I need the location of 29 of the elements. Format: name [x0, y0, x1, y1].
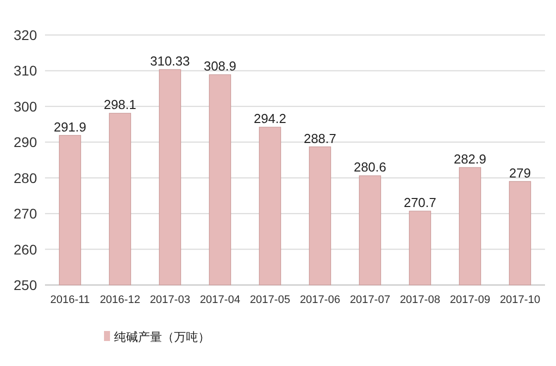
x-tick-label: 2017-05 [250, 294, 290, 306]
data-label: 288.7 [304, 130, 336, 146]
data-label: 308.9 [204, 58, 236, 74]
x-tick-label: 2017-03 [150, 294, 190, 306]
data-label: 279 [509, 165, 531, 180]
y-tick-label: 290 [14, 134, 38, 150]
data-label: 270.7 [404, 195, 436, 210]
y-tick-label: 320 [14, 27, 38, 43]
x-tick-label: 2017-10 [500, 294, 540, 306]
y-tick-label: 260 [14, 241, 38, 258]
data-label: 282.9 [454, 152, 486, 166]
data-label: 298.1 [104, 97, 136, 112]
x-tick-label: 2016-11 [50, 294, 90, 306]
x-tick-label: 2016-12 [100, 294, 140, 306]
y-tick-label: 310 [14, 62, 38, 79]
x-tick-label: 2017-09 [450, 294, 490, 306]
x-tick-label: 2017-04 [200, 294, 240, 306]
data-label: 294.2 [254, 111, 286, 126]
x-tick-label: 2017-08 [400, 294, 440, 306]
data-label: 280.6 [354, 160, 386, 175]
x-tick-label: 2017-07 [350, 294, 390, 306]
legend-label: 纯碱产量（万吨） [114, 330, 210, 344]
y-tick-label: 250 [14, 277, 38, 293]
y-tick-label: 300 [14, 98, 38, 114]
y-tick-label: 280 [14, 170, 38, 186]
x-tick-label: 2017-06 [300, 294, 340, 306]
data-label: 310.33 [150, 54, 190, 69]
y-tick-label: 270 [14, 206, 38, 222]
data-label: 291.9 [54, 119, 86, 134]
